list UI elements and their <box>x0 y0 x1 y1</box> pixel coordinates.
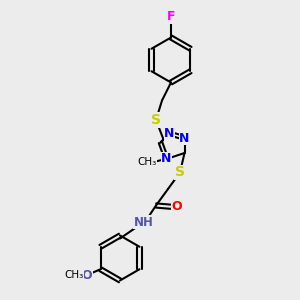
Text: O: O <box>172 200 182 214</box>
Text: N: N <box>179 131 190 145</box>
Text: N: N <box>164 127 175 140</box>
Text: CH₃: CH₃ <box>64 270 83 280</box>
Text: S: S <box>175 166 185 179</box>
Text: O: O <box>82 269 92 282</box>
Text: S: S <box>151 113 161 127</box>
Text: N: N <box>161 152 172 166</box>
Text: CH₃: CH₃ <box>137 157 157 167</box>
Text: NH: NH <box>134 215 154 229</box>
Text: F: F <box>167 10 175 23</box>
